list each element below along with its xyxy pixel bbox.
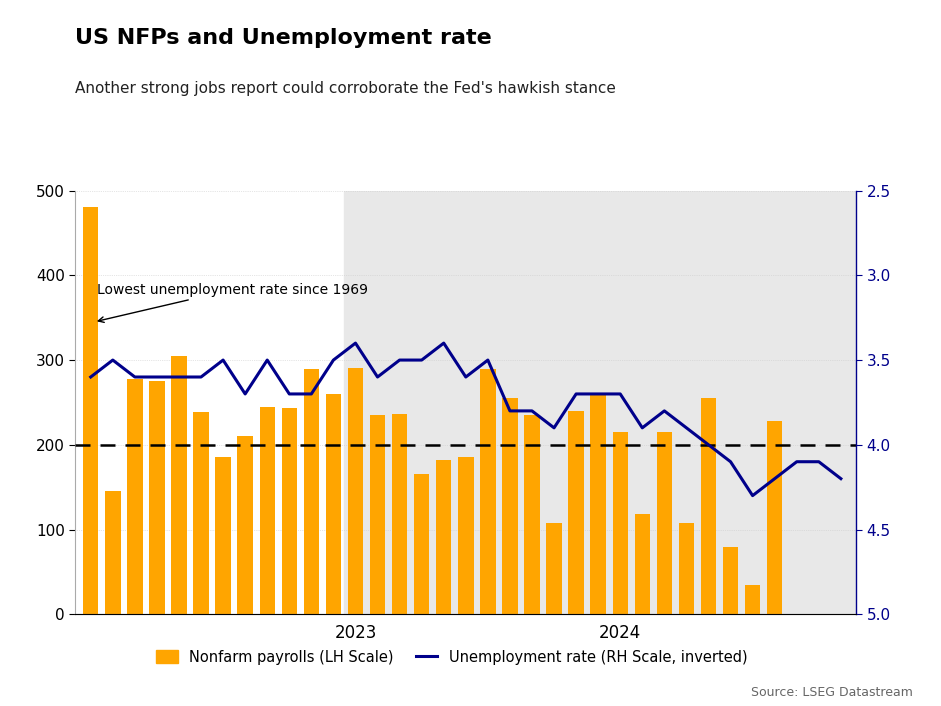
Bar [568,411,583,614]
Bar [480,369,496,614]
Text: Another strong jobs report could corroborate the Fed's hawkish stance: Another strong jobs report could corrobo… [75,81,616,96]
Bar [678,522,694,614]
Bar [348,368,363,614]
Bar [326,394,342,614]
Bar [767,421,782,614]
Bar [414,474,429,614]
Bar [613,432,628,614]
Bar [657,432,672,614]
Bar [260,407,275,614]
Bar [547,522,562,614]
Bar [701,398,716,614]
Bar [237,436,253,614]
Bar [344,191,856,614]
Bar [370,415,385,614]
Bar [524,415,540,614]
Bar [745,585,760,614]
Text: Source: LSEG Datastream: Source: LSEG Datastream [751,686,913,699]
Bar [83,207,99,614]
Bar [150,381,165,614]
Bar [171,356,186,614]
Bar [723,547,739,614]
Text: US NFPs and Unemployment rate: US NFPs and Unemployment rate [75,28,492,48]
Bar [436,460,452,614]
Bar [458,457,473,614]
Text: Lowest unemployment rate since 1969: Lowest unemployment rate since 1969 [97,282,368,323]
Legend: Nonfarm payrolls (LH Scale), Unemployment rate (RH Scale, inverted): Nonfarm payrolls (LH Scale), Unemploymen… [150,644,754,671]
Bar [105,491,120,614]
Bar [590,394,606,614]
Bar [127,378,143,614]
Bar [193,412,209,614]
Bar [502,398,518,614]
Bar [391,414,407,614]
Bar [634,514,650,614]
Bar [215,457,231,614]
Bar [281,408,297,614]
Bar [304,369,319,614]
